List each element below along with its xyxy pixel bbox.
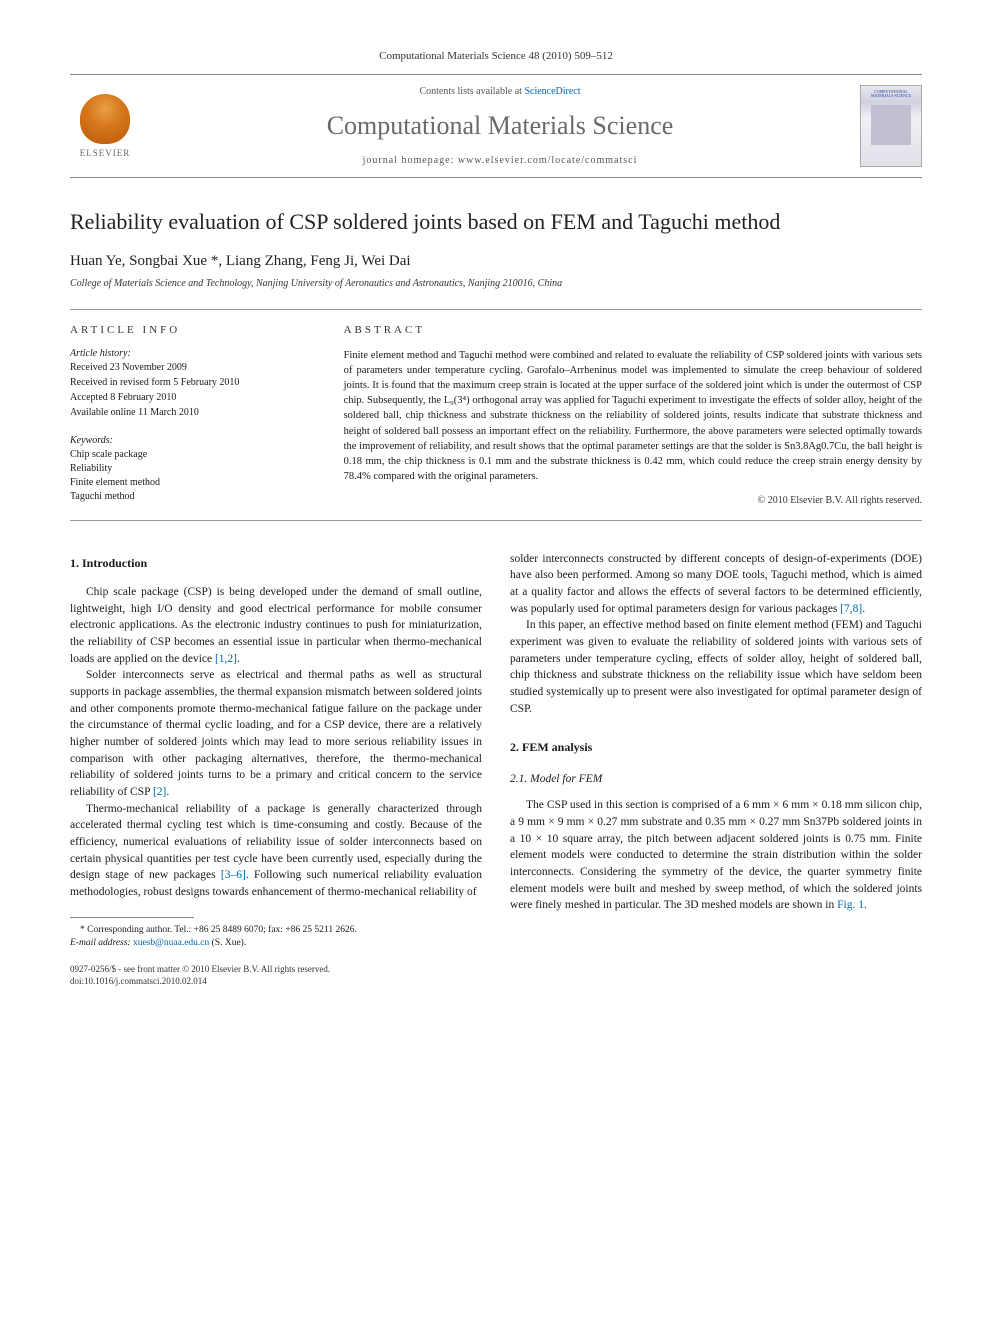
abstract-heading: ABSTRACT xyxy=(344,324,922,336)
history-item: Available online 11 March 2010 xyxy=(70,406,308,419)
ref-link[interactable]: [3–6] xyxy=(221,869,246,881)
keyword: Finite element method xyxy=(70,476,308,490)
contents-prefix: Contents lists available at xyxy=(419,86,524,97)
journal-cover-thumbnail: COMPUTATIONAL MATERIALS SCIENCE xyxy=(860,85,922,167)
email-link[interactable]: xuesb@nuaa.edu.cn xyxy=(133,938,209,948)
corresponding-text: * Corresponding author. Tel.: +86 25 848… xyxy=(80,925,357,935)
p2-end: . xyxy=(166,786,169,798)
abstract-block: ABSTRACT Finite element method and Taguc… xyxy=(326,310,922,520)
p1-text: Chip scale package (CSP) is being develo… xyxy=(70,586,482,665)
citation-header: Computational Materials Science 48 (2010… xyxy=(70,50,922,62)
intro-para-3: Thermo-mechanical reliability of a packa… xyxy=(70,801,482,901)
fig-link[interactable]: Fig. 1 xyxy=(837,899,864,911)
p2-text: Solder interconnects serve as electrical… xyxy=(70,669,482,798)
cover-thumb-image xyxy=(871,105,911,145)
homepage-url: www.elsevier.com/locate/commatsci xyxy=(458,155,638,166)
footnote-divider xyxy=(70,917,194,918)
doi-block: 0927-0256/$ - see front matter © 2010 El… xyxy=(70,964,482,987)
ref-link[interactable]: [1,2] xyxy=(215,653,237,665)
journal-masthead: ELSEVIER Contents lists available at Sci… xyxy=(70,74,922,178)
section-2-heading: 2. FEM analysis xyxy=(510,739,922,756)
article-info-heading: ARTICLE INFO xyxy=(70,324,308,336)
abstract-copyright: © 2010 Elsevier B.V. All rights reserved… xyxy=(344,495,922,506)
journal-title: Computational Materials Science xyxy=(140,111,860,141)
abstract-text: Finite element method and Taguchi method… xyxy=(344,348,922,485)
intro-para-2: Solder interconnects serve as electrical… xyxy=(70,667,482,800)
elsevier-tree-icon xyxy=(80,94,130,144)
publisher-name: ELSEVIER xyxy=(80,148,131,158)
ref-link[interactable]: [2] xyxy=(153,786,166,798)
history-item: Accepted 8 February 2010 xyxy=(70,391,308,404)
article-title: Reliability evaluation of CSP soldered j… xyxy=(70,208,922,237)
intro-para-3-cont: solder interconnects constructed by diff… xyxy=(510,551,922,618)
sciencedirect-link[interactable]: ScienceDirect xyxy=(524,86,580,97)
left-column: 1. Introduction Chip scale package (CSP)… xyxy=(70,551,482,988)
keywords-label: Keywords: xyxy=(70,435,308,446)
keyword: Taguchi method xyxy=(70,490,308,504)
section-2-1-heading: 2.1. Model for FEM xyxy=(510,771,922,788)
doi-line: doi:10.1016/j.commatsci.2010.02.014 xyxy=(70,976,482,988)
front-matter-line: 0927-0256/$ - see front matter © 2010 El… xyxy=(70,964,482,976)
corresponding-author-note: * Corresponding author. Tel.: +86 25 848… xyxy=(70,924,482,951)
s21p1-text: The CSP used in this section is comprise… xyxy=(510,799,922,911)
p3cont-end: . xyxy=(862,603,865,615)
journal-homepage: journal homepage: www.elsevier.com/locat… xyxy=(140,155,860,166)
right-column: solder interconnects constructed by diff… xyxy=(510,551,922,988)
ref-link[interactable]: [7,8] xyxy=(840,603,862,615)
affiliation: College of Materials Science and Technol… xyxy=(70,278,922,289)
history-item: Received 23 November 2009 xyxy=(70,361,308,374)
fem-model-para-1: The CSP used in this section is comprise… xyxy=(510,797,922,914)
intro-para-4: In this paper, an effective method based… xyxy=(510,617,922,717)
section-1-heading: 1. Introduction xyxy=(70,555,482,572)
keyword: Chip scale package xyxy=(70,448,308,462)
email-suffix: (S. Xue). xyxy=(209,938,246,948)
s21p1-end: . xyxy=(864,899,867,911)
article-info-block: ARTICLE INFO Article history: Received 2… xyxy=(70,310,326,520)
p1-end: . xyxy=(237,653,240,665)
keyword: Reliability xyxy=(70,462,308,476)
cover-thumb-title: COMPUTATIONAL MATERIALS SCIENCE xyxy=(865,90,917,99)
history-label: Article history: xyxy=(70,348,308,359)
email-label: E-mail address: xyxy=(70,938,133,948)
intro-para-1: Chip scale package (CSP) is being develo… xyxy=(70,584,482,667)
history-item: Received in revised form 5 February 2010 xyxy=(70,376,308,389)
elsevier-logo: ELSEVIER xyxy=(70,86,140,166)
homepage-prefix: journal homepage: xyxy=(363,155,458,166)
authors-list: Huan Ye, Songbai Xue *, Liang Zhang, Fen… xyxy=(70,253,922,270)
contents-available-line: Contents lists available at ScienceDirec… xyxy=(140,86,860,97)
